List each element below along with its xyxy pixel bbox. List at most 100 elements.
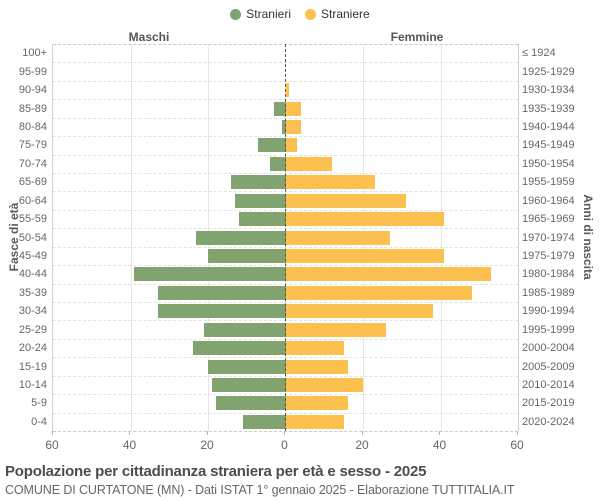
bar-female-50-54[interactable]	[285, 230, 391, 245]
x-axis-tick	[439, 431, 440, 435]
birth-year-label: 1990-1994	[522, 305, 575, 318]
bar-male-30-34[interactable]	[157, 304, 286, 319]
bar-male-85-89[interactable]	[273, 101, 286, 116]
birth-year-label: 2015-2019	[522, 397, 575, 410]
birth-year-label: 1995-1999	[522, 323, 575, 336]
bar-male-5-9[interactable]	[215, 396, 286, 411]
x-tick-label: 40	[122, 438, 137, 452]
x-axis-tick	[284, 431, 285, 435]
age-label: 90-94	[18, 84, 47, 97]
bar-male-20-24[interactable]	[192, 341, 286, 356]
legend-label-stranieri: Stranieri	[246, 7, 291, 21]
bar-female-30-34[interactable]	[285, 304, 433, 319]
age-label: 80-84	[18, 120, 47, 133]
age-label: 70-74	[18, 157, 47, 170]
birth-year-label: 1925-1929	[522, 65, 575, 78]
bar-male-60-64[interactable]	[235, 193, 286, 208]
bar-female-20-24[interactable]	[285, 341, 344, 356]
birth-year-label: 2000-2004	[522, 342, 575, 355]
bar-female-15-19[interactable]	[285, 359, 348, 374]
bar-female-55-59[interactable]	[285, 212, 445, 227]
birth-year-label: 2005-2009	[522, 360, 575, 373]
male-column-header: Maschi	[128, 30, 170, 44]
bar-female-65-69[interactable]	[285, 175, 375, 190]
bar-female-35-39[interactable]	[285, 285, 472, 300]
bar-female-5-9[interactable]	[285, 396, 348, 411]
zero-axis-line	[285, 44, 286, 431]
bar-female-45-49[interactable]	[285, 248, 445, 263]
bar-male-65-69[interactable]	[231, 175, 286, 190]
bar-male-40-44[interactable]	[134, 267, 286, 282]
plot-area	[52, 44, 519, 432]
bar-male-0-4[interactable]	[242, 414, 286, 429]
bar-female-75-79[interactable]	[285, 138, 298, 153]
legend-item-stranieri[interactable]: Stranieri	[230, 7, 291, 21]
gridline-vertical	[440, 44, 442, 431]
age-label: 50-54	[18, 231, 47, 244]
bar-female-60-64[interactable]	[285, 193, 406, 208]
x-axis-tick	[206, 431, 208, 435]
chart-subtitle: COMUNE DI CURTATONE (MN) - Dati ISTAT 1°…	[5, 483, 515, 497]
bar-male-75-79[interactable]	[258, 138, 286, 153]
age-label: 100+	[22, 47, 47, 60]
x-axis-tick	[516, 431, 518, 435]
age-label: 55-59	[18, 213, 47, 226]
bar-female-85-89[interactable]	[285, 101, 301, 116]
legend-label-straniere: Straniere	[320, 7, 370, 21]
age-label: 95-99	[18, 65, 47, 78]
birth-year-label: ≤ 1924	[522, 47, 556, 60]
age-label: 85-89	[18, 102, 47, 115]
bar-male-55-59[interactable]	[239, 212, 286, 227]
birth-year-label: 1960-1964	[522, 194, 575, 207]
x-tick-label: 60	[510, 438, 524, 452]
bar-female-80-84[interactable]	[285, 119, 301, 134]
birth-year-label: 1950-1954	[522, 157, 575, 170]
bar-female-10-14[interactable]	[285, 377, 363, 392]
x-tick-label: 60	[45, 438, 59, 452]
birth-year-label: 1985-1989	[522, 286, 575, 299]
birth-year-label: 1945-1949	[522, 139, 575, 152]
age-label: 5-9	[31, 397, 47, 410]
birth-year-label: 1970-1974	[522, 231, 575, 244]
age-label: 75-79	[18, 139, 47, 152]
legend-item-straniere[interactable]: Straniere	[304, 7, 370, 21]
stranieri-swatch-icon	[230, 8, 242, 20]
bar-male-25-29[interactable]	[204, 322, 286, 337]
bar-female-40-44[interactable]	[285, 267, 491, 282]
age-label: 20-24	[18, 342, 47, 355]
age-label: 40-44	[18, 268, 47, 281]
x-axis-tick	[361, 431, 363, 435]
straniere-swatch-icon	[304, 8, 316, 20]
bar-female-70-74[interactable]	[285, 156, 332, 171]
bar-male-15-19[interactable]	[208, 359, 286, 374]
birth-year-label: 2010-2014	[522, 378, 575, 391]
x-tick-label: 20	[355, 438, 369, 452]
x-axis-tick	[129, 431, 130, 435]
right-axis-title: Anni di nascita	[581, 194, 595, 280]
birth-year-label: 1940-1944	[522, 120, 575, 133]
age-label: 65-69	[18, 176, 47, 189]
x-axis-tick	[51, 431, 53, 435]
birth-year-label: 1980-1984	[522, 268, 575, 281]
bar-male-35-39[interactable]	[157, 285, 286, 300]
birth-year-label: 1930-1934	[522, 84, 575, 97]
bar-male-45-49[interactable]	[208, 248, 286, 263]
birth-year-label: 1955-1959	[522, 176, 575, 189]
bar-male-10-14[interactable]	[211, 377, 286, 392]
bar-female-0-4[interactable]	[285, 414, 344, 429]
bar-female-25-29[interactable]	[285, 322, 387, 337]
age-label: 45-49	[18, 249, 47, 262]
female-column-header: Femmine	[390, 30, 444, 44]
bar-male-70-74[interactable]	[270, 156, 286, 171]
bar-male-50-54[interactable]	[196, 230, 286, 245]
age-label: 0-4	[31, 415, 47, 428]
age-label: 35-39	[18, 286, 47, 299]
birth-year-label: 1935-1939	[522, 102, 575, 115]
legend: Stranieri Straniere	[0, 7, 600, 21]
gridline-horizontal	[53, 431, 518, 432]
gridline-vertical	[130, 44, 132, 431]
age-label: 60-64	[18, 194, 47, 207]
bar-female-90-94[interactable]	[285, 83, 290, 98]
x-tick-label: 40	[432, 438, 447, 452]
bar-male-80-84[interactable]	[281, 119, 286, 134]
